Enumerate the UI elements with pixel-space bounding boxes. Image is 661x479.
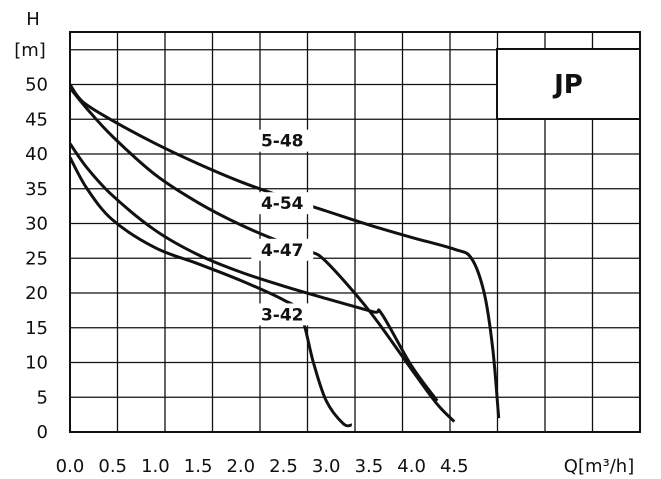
title-box: JP [496,48,641,120]
y-tick-label: 0 [37,422,48,443]
chart-title: JP [552,70,583,100]
y-tick-label: 10 [25,353,48,374]
x-tick-label: 2.5 [269,456,298,477]
y-tick-label: 20 [25,283,48,304]
x-tick-label: 0.5 [98,456,127,477]
series-line-3-42 [68,156,353,428]
series-label-4-54: 4-54 [261,194,304,214]
series-label-5-48: 5-48 [261,132,304,152]
y-tick-label: 25 [25,248,48,269]
x-tick-label: 0.0 [56,456,85,477]
x-axis-title: Q[m³/h] [564,456,634,477]
plot-frame [69,31,641,433]
series-line-5-48 [68,83,501,419]
y-tick-label: 5 [37,387,48,408]
y-tick-labels: 0 5 10 15 20 25 30 35 40 45 50 [25,75,48,444]
y-tick-label: 50 [25,75,48,96]
y-tick-label: 15 [25,318,48,339]
y-tick-label: 30 [25,214,48,235]
series-label-bg [251,303,314,326]
series-labels: 5-48 4-54 4-47 3-42 [251,129,314,326]
x-tick-label: 3.0 [312,456,341,477]
series-label-bg [251,192,314,215]
x-tick-label: 2.0 [226,456,255,477]
plot-border [69,31,641,433]
x-tick-label: 4.5 [440,456,469,477]
x-tick-label: 3.5 [355,456,384,477]
series-label-3-42: 3-42 [261,305,304,325]
y-axis-unit: [m] [14,40,46,61]
x-tick-labels: 0.0 0.5 1.0 1.5 2.0 2.5 3.0 3.5 4.0 4.5 [56,456,469,477]
x-tick-label: 1.5 [184,456,213,477]
y-tick-label: 40 [25,144,48,165]
y-tick-label: 35 [25,179,48,200]
title-box-rect [496,48,641,120]
series-label-bg [251,129,314,152]
y-axis-title: H [26,9,40,30]
series-label-bg [251,238,314,261]
y-tick-label: 45 [25,109,48,130]
series-label-4-47: 4-47 [261,241,304,261]
series-line-4-47 [68,142,439,402]
x-tick-label: 4.0 [397,456,426,477]
x-tick-label: 1.0 [141,456,170,477]
